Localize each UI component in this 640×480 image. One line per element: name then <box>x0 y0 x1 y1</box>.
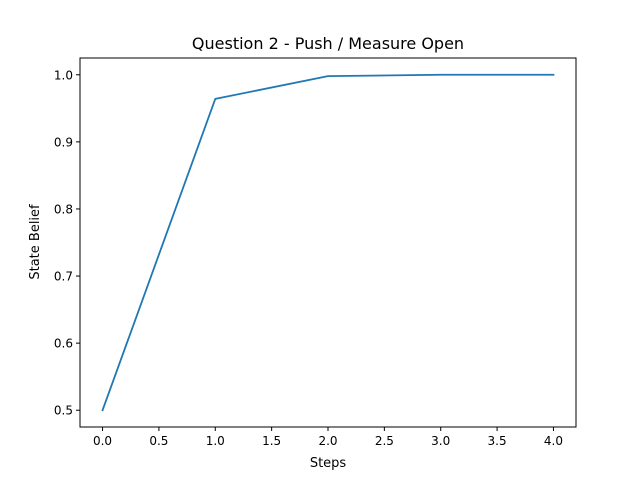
y-tick-label: 0.9 <box>54 135 73 149</box>
x-tick-label: 3.0 <box>431 434 450 448</box>
x-tick-label: 4.0 <box>544 434 563 448</box>
x-tick-label: 1.0 <box>206 434 225 448</box>
axes-frame <box>79 57 577 428</box>
chart-title: Question 2 - Push / Measure Open <box>192 34 464 53</box>
x-axis-ticks: 0.0 0.5 1.0 1.5 2.0 2.5 3.0 3.5 4.0 <box>93 427 563 448</box>
y-axis-ticks: 0.5 0.6 0.7 0.8 0.9 1.0 <box>54 68 80 418</box>
y-tick-label: 0.5 <box>54 404 73 418</box>
y-tick-label: 1.0 <box>54 68 73 82</box>
y-tick-label: 0.7 <box>54 270 73 284</box>
x-tick-label: 2.5 <box>375 434 394 448</box>
y-tick-label: 0.8 <box>54 202 73 216</box>
x-axis-label: Steps <box>310 456 347 471</box>
x-tick-label: 2.0 <box>318 434 337 448</box>
series-line-1 <box>101 73 555 412</box>
x-tick-label: 0.5 <box>149 434 168 448</box>
y-axis-label: State Belief <box>28 204 43 280</box>
x-tick-label: 0.0 <box>93 434 112 448</box>
plot-area <box>101 73 555 412</box>
x-tick-label: 3.5 <box>488 434 507 448</box>
x-tick-label: 1.5 <box>262 434 281 448</box>
y-tick-label: 0.6 <box>54 337 73 351</box>
